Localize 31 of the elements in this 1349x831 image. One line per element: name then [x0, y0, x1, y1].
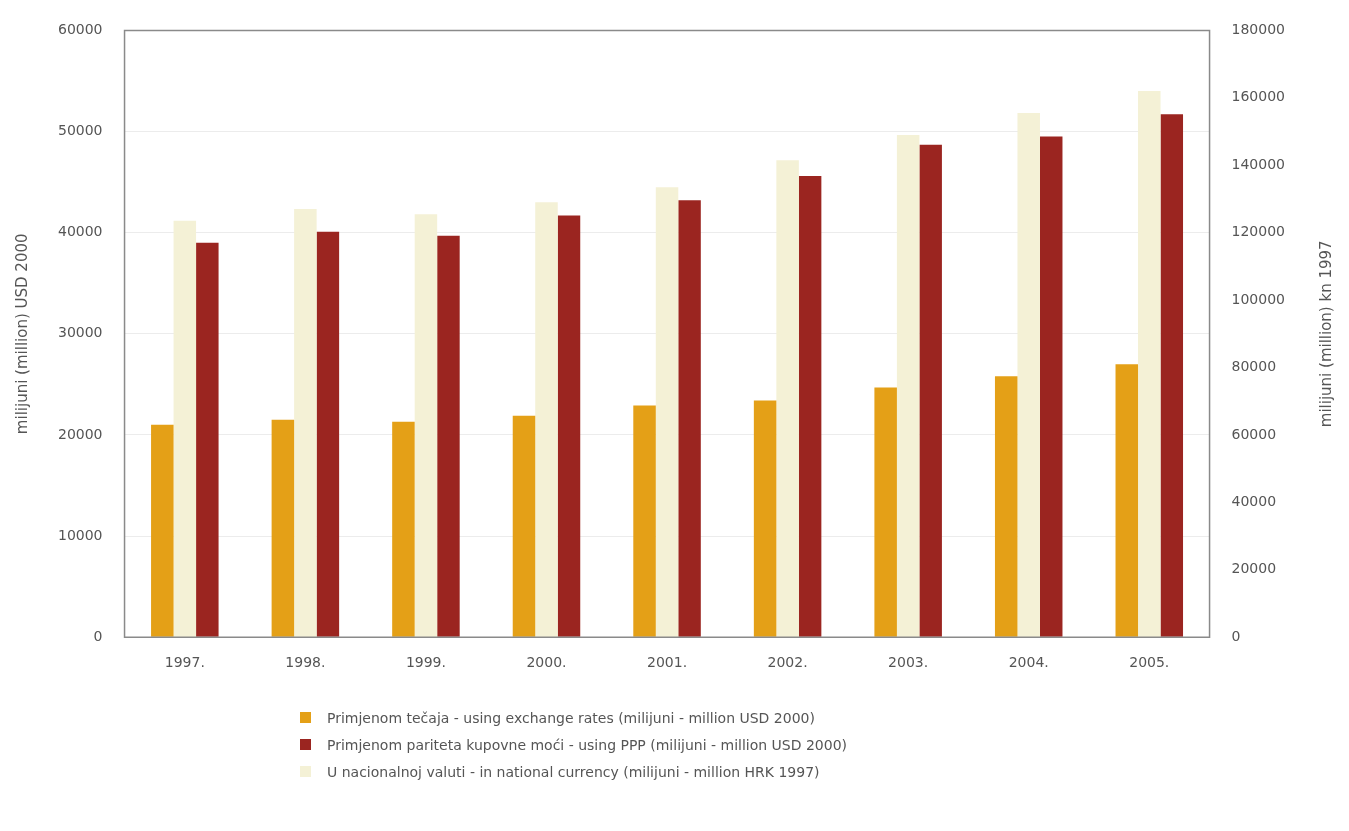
x-tick-label: 1997.	[164, 654, 205, 671]
x-tick-label: 1999.	[405, 654, 446, 671]
legend-label: U nacionalnoj valuti - in national currency (milijuni - million HRK 1997)	[327, 763, 820, 780]
y2-tick-label: 140000	[1231, 155, 1286, 172]
y-tick-label: 0	[93, 627, 103, 644]
y2-tick-label: 20000	[1231, 560, 1277, 577]
y2-tick-label: 60000	[1231, 425, 1277, 442]
y2-tick-label: 40000	[1231, 493, 1277, 509]
x-tick-label: 2003.	[888, 654, 929, 671]
y-tick-label: 60000	[57, 21, 103, 38]
y2-tick-label: 80000	[1231, 358, 1277, 375]
x-tick-label: 2000.	[526, 654, 567, 671]
x-tick-label: 1998.	[285, 654, 326, 671]
y-tick-label: 40000	[57, 223, 103, 240]
legend-label: Primjenom pariteta kupovne moći - using PPP (milijuni - million USD 2000)	[327, 736, 848, 753]
y2-axis-title: milijuni (million) kn 1997	[1316, 240, 1335, 428]
y-tick-label: 30000	[57, 324, 103, 341]
y2-tick-label: 120000	[1231, 223, 1286, 240]
y-tick-label: 10000	[57, 526, 103, 543]
x-tick-label: 2005.	[1129, 654, 1170, 671]
legend-label: Primjenom tečaja - using exchange rates (milijuni - million USD 2000)	[327, 709, 815, 726]
y2-tick-label: 100000	[1231, 290, 1286, 307]
x-tick-label: 2002.	[767, 654, 808, 671]
y-axis-title: milijuni (million) USD 2000	[12, 233, 31, 435]
x-tick-label: 2004.	[1008, 654, 1049, 671]
y-tick-label: 20000	[57, 425, 103, 442]
y2-tick-label: 160000	[1231, 88, 1286, 105]
y2-tick-label: 180000	[1231, 21, 1286, 38]
y2-tick-label: 0	[1231, 627, 1241, 644]
x-tick-label: 2001.	[647, 654, 688, 671]
y-tick-label: 50000	[57, 122, 103, 139]
